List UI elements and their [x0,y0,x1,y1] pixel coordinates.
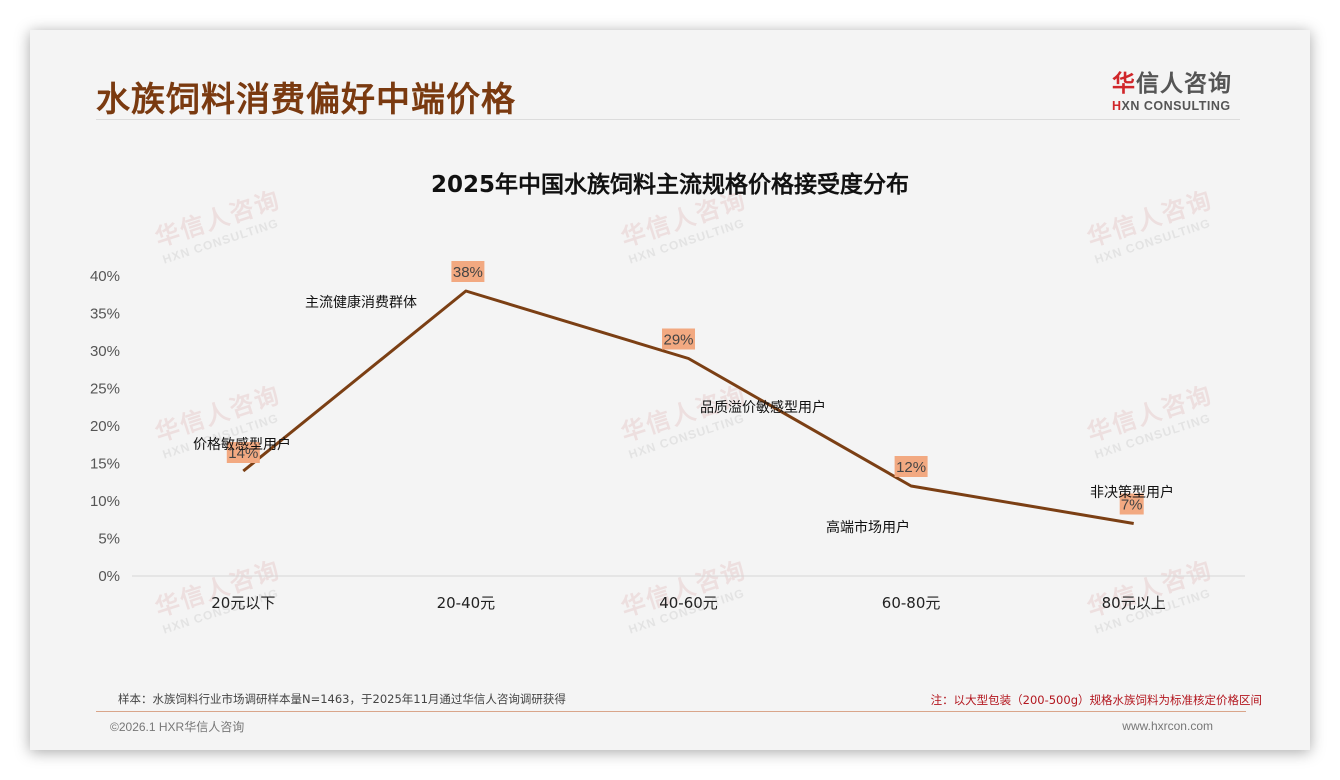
segment-annotation: 高端市场用户 [826,519,910,536]
logo-cn: 华信人咨询 [1112,64,1242,98]
website-link[interactable]: www.hxrcon.com [1122,719,1213,733]
y-tick-label: 30% [90,343,120,360]
x-tick-label: 60-80元 [882,594,941,612]
logo: 华信人咨询 HXN CONSULTING [1112,64,1242,113]
y-tick-label: 35% [90,306,120,323]
data-label-bg [1119,493,1144,515]
logo-en-accent: H [1112,99,1122,113]
x-tick-label: 40-60元 [659,594,718,612]
segment-annotation: 主流健康消费群体 [305,294,417,311]
data-label: 7% [1121,497,1143,514]
segment-annotation: 价格敏感型用户 [193,436,291,453]
logo-en: HXN CONSULTING [1112,99,1242,113]
logo-cn-accent: 华 [1112,71,1136,97]
chart-title: 2025年中国水族饲料主流规格价格接受度分布 [430,172,909,198]
x-tick-label: 80元以上 [1102,594,1166,612]
price-range-note: 注：以大型包装（200-500g）规格水族饲料为标准核定价格区间 [930,693,1262,707]
data-line [242,289,1134,525]
data-label-bg [662,328,695,350]
sample-note: 样本：水族饲料行业市场调研样本量N=1463，于2025年11月通过华信人咨询调… [118,692,566,706]
data-label-bg [226,442,260,463]
data-label-bg [451,261,485,282]
segment-annotation: 非决策型用户 [1090,484,1174,501]
data-label: 38% [453,264,483,281]
data-label: 12% [896,459,926,476]
data-label: 14% [228,445,258,462]
x-tick-label: 20元以下 [211,594,275,612]
y-tick-label: 10% [90,493,120,510]
logo-en-rest: XN CONSULTING [1121,99,1231,113]
y-tick-label: 15% [90,456,120,473]
line-chart: 0% 5% 10% 15% 20% 25% 30% 35% 40% 20元以下 20-40元 40-6… [90,261,1245,612]
copyright: ©2026.1 HXR华信人咨询 [110,720,245,734]
segment-annotation: 品质溢价敏感型用户 [700,399,826,416]
title-divider [96,119,1240,120]
y-tick-label: 5% [98,531,120,548]
logo-cn-rest: 信人咨询 [1136,71,1232,97]
footer-divider [96,711,1246,712]
x-tick-label: 20-40元 [437,594,496,612]
y-tick-label: 25% [90,381,120,398]
data-label-bg [894,456,928,477]
page-title: 水族饲料消费偏好中端价格 [96,80,516,120]
y-tick-label: 0% [98,568,120,585]
slide: 水族饲料消费偏好中端价格 华信人咨询 HXN CONSULTING 华信人咨询 H… [30,30,1310,750]
y-tick-label: 40% [90,268,120,285]
data-label: 29% [663,332,693,349]
y-tick-label: 20% [90,418,120,435]
